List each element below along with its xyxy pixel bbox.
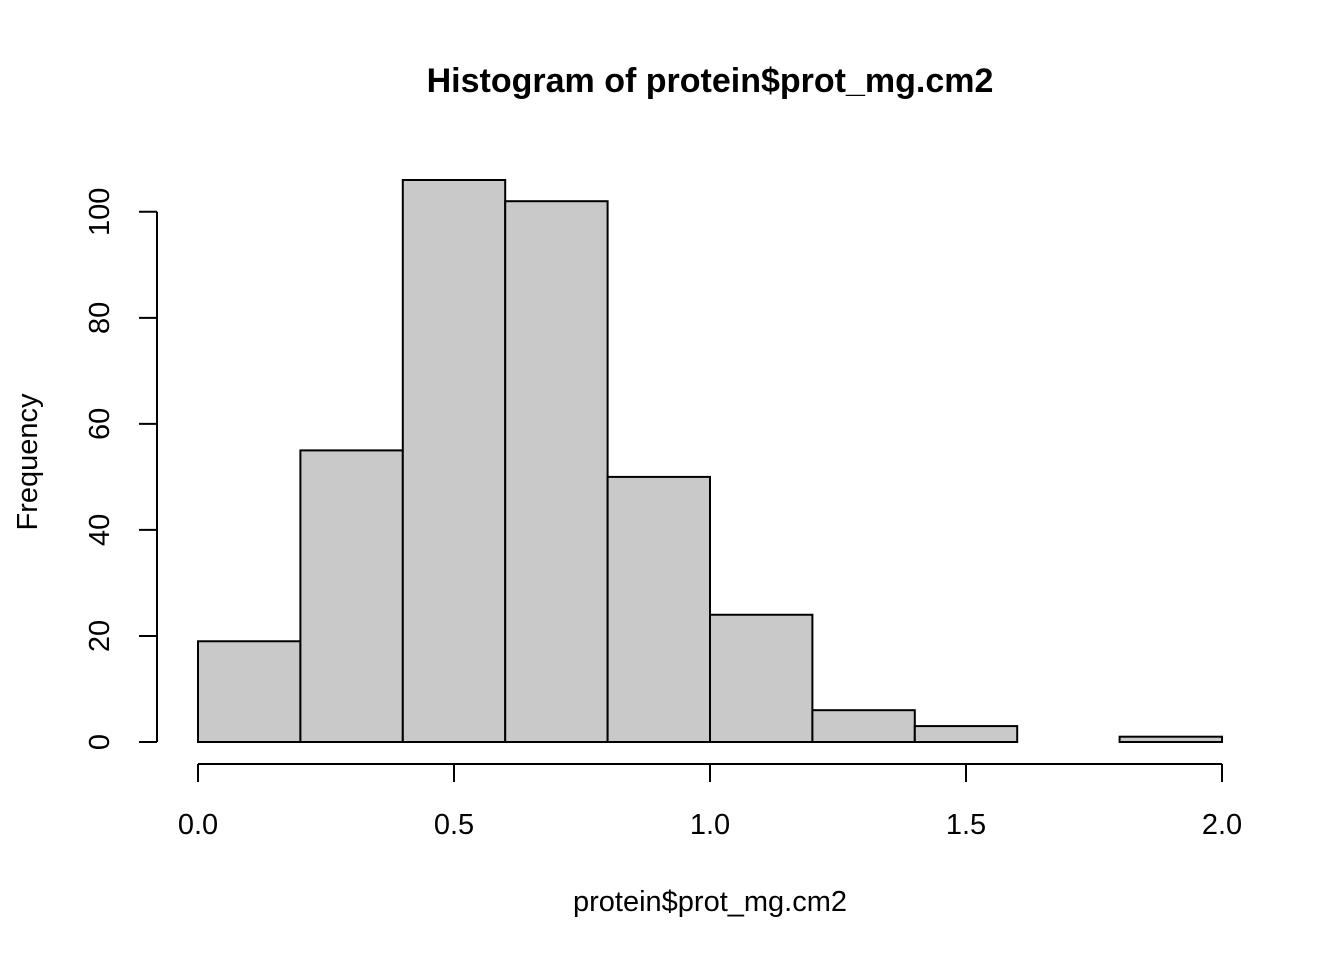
- y-axis: 0 20 40 60 80 100: [84, 188, 158, 750]
- histogram-bar-5: [709, 613, 814, 743]
- y-tick-label-3: 60: [84, 408, 116, 440]
- x-tick-label-3: 1.5: [946, 809, 986, 841]
- x-tick-label-1: 0.5: [434, 809, 474, 841]
- histogram-bar-1: [299, 449, 404, 743]
- y-axis-label: Frequency: [12, 393, 44, 531]
- y-tick-label-2: 40: [84, 514, 116, 546]
- x-tick-label-0: 0.0: [178, 809, 218, 841]
- histogram-bar-2: [401, 179, 507, 743]
- histogram-bar-4: [606, 475, 711, 743]
- x-axis-label: protein$prot_mg.cm2: [573, 886, 847, 918]
- bars-layer: [197, 179, 1223, 744]
- y-tick-label-1: 20: [84, 620, 116, 652]
- chart-title: Histogram of protein$prot_mg.cm2: [427, 62, 994, 100]
- histogram-bar-6: [811, 709, 916, 743]
- histogram-bar-7: [913, 725, 1019, 744]
- x-tick-label-4: 2.0: [1202, 809, 1242, 841]
- histogram-bar-3: [504, 200, 609, 744]
- y-tick-label-0: 0: [84, 734, 116, 750]
- y-tick-label-5: 100: [84, 188, 116, 236]
- histogram-bar-9: [1118, 735, 1223, 744]
- x-axis: 0.0 0.5 1.0 1.5 2.0: [178, 763, 1242, 841]
- x-tick-label-2: 1.0: [690, 809, 730, 841]
- histogram-bar-0: [197, 640, 302, 744]
- y-tick-label-4: 80: [84, 302, 116, 334]
